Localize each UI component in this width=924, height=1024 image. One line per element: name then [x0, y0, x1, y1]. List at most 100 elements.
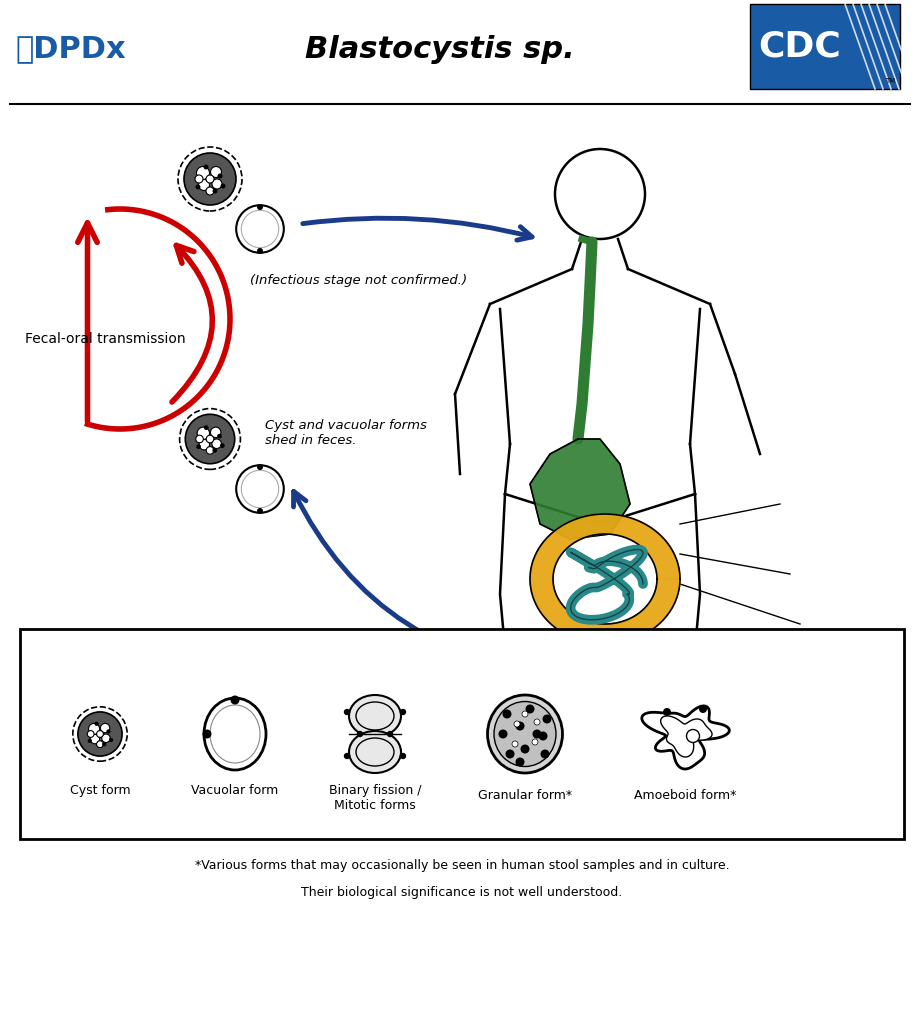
Ellipse shape — [349, 731, 401, 773]
Circle shape — [344, 709, 350, 715]
Circle shape — [202, 729, 212, 738]
Text: Blastocystis sp.: Blastocystis sp. — [305, 35, 575, 63]
Circle shape — [400, 709, 407, 715]
Circle shape — [211, 167, 222, 177]
Ellipse shape — [488, 695, 563, 773]
Circle shape — [241, 210, 279, 248]
Circle shape — [206, 446, 213, 455]
Circle shape — [532, 739, 538, 745]
Text: Fecal-oral transmission: Fecal-oral transmission — [25, 332, 186, 346]
Circle shape — [196, 184, 201, 189]
Circle shape — [687, 729, 699, 742]
Circle shape — [106, 729, 111, 733]
Circle shape — [197, 167, 210, 179]
Ellipse shape — [349, 695, 401, 737]
Circle shape — [212, 179, 222, 189]
Circle shape — [237, 205, 284, 253]
Circle shape — [257, 464, 263, 470]
Circle shape — [101, 723, 110, 733]
Text: TM: TM — [885, 78, 895, 84]
Circle shape — [196, 435, 203, 442]
Circle shape — [221, 183, 225, 188]
Circle shape — [102, 734, 110, 742]
Circle shape — [505, 750, 515, 759]
Ellipse shape — [494, 701, 556, 767]
Circle shape — [213, 188, 217, 194]
Circle shape — [109, 738, 113, 742]
Circle shape — [357, 731, 363, 737]
Circle shape — [206, 187, 214, 195]
Circle shape — [88, 738, 91, 743]
Circle shape — [199, 179, 210, 190]
Ellipse shape — [204, 698, 266, 770]
Circle shape — [532, 729, 541, 738]
Circle shape — [211, 427, 221, 437]
FancyBboxPatch shape — [20, 629, 904, 839]
Circle shape — [184, 153, 236, 205]
Circle shape — [206, 175, 214, 183]
Circle shape — [213, 449, 217, 453]
Circle shape — [103, 742, 106, 746]
Circle shape — [237, 465, 284, 513]
Circle shape — [257, 248, 263, 254]
Circle shape — [516, 758, 525, 767]
Text: Vacuolar form: Vacuolar form — [191, 784, 279, 797]
Text: Granular form*: Granular form* — [478, 790, 572, 802]
Circle shape — [91, 734, 100, 743]
Circle shape — [97, 740, 103, 748]
Text: *Various forms that may occasionally be seen in human stool samples and in cultu: *Various forms that may occasionally be … — [195, 859, 729, 872]
FancyBboxPatch shape — [750, 4, 900, 89]
Circle shape — [663, 708, 671, 716]
Polygon shape — [661, 716, 712, 757]
Circle shape — [534, 719, 540, 725]
Polygon shape — [642, 706, 729, 769]
Circle shape — [206, 435, 213, 442]
Circle shape — [217, 173, 223, 178]
Circle shape — [499, 729, 507, 738]
Circle shape — [212, 439, 222, 449]
Circle shape — [526, 705, 534, 714]
Circle shape — [241, 470, 279, 508]
Circle shape — [89, 723, 100, 734]
Circle shape — [203, 165, 209, 170]
Circle shape — [520, 744, 529, 754]
Circle shape — [220, 443, 225, 449]
Text: Cyst form: Cyst form — [69, 784, 130, 797]
Text: CDC: CDC — [759, 30, 842, 63]
Circle shape — [186, 415, 235, 464]
Circle shape — [257, 508, 263, 514]
Ellipse shape — [210, 705, 260, 763]
Circle shape — [699, 705, 707, 713]
Circle shape — [87, 730, 94, 737]
Circle shape — [542, 715, 552, 724]
Circle shape — [196, 444, 201, 449]
Text: (Infectious stage not confirmed.): (Infectious stage not confirmed.) — [250, 274, 468, 287]
Circle shape — [199, 439, 210, 450]
Circle shape — [514, 721, 520, 727]
Polygon shape — [530, 514, 680, 644]
Circle shape — [400, 753, 407, 759]
Text: Cyst and vacuolar forms
shed in feces.: Cyst and vacuolar forms shed in feces. — [265, 419, 427, 447]
Circle shape — [78, 712, 122, 756]
Circle shape — [539, 731, 548, 740]
Circle shape — [344, 753, 350, 759]
Circle shape — [230, 695, 239, 705]
Circle shape — [217, 434, 222, 438]
Circle shape — [512, 741, 518, 746]
Circle shape — [541, 750, 550, 759]
Text: Binary fission /
Mitotic forms: Binary fission / Mitotic forms — [329, 784, 421, 812]
Circle shape — [197, 427, 210, 439]
Polygon shape — [530, 439, 630, 539]
Circle shape — [204, 425, 209, 430]
Text: Their biological significance is not well understood.: Their biological significance is not wel… — [301, 886, 623, 899]
Circle shape — [516, 722, 525, 730]
Circle shape — [257, 204, 263, 210]
Circle shape — [94, 722, 99, 726]
Circle shape — [503, 710, 512, 719]
Circle shape — [97, 730, 103, 737]
Text: ⓘDPDx: ⓘDPDx — [15, 35, 126, 63]
Circle shape — [387, 731, 394, 737]
Text: Amoeboid form*: Amoeboid form* — [634, 790, 736, 802]
Circle shape — [195, 175, 203, 183]
Circle shape — [522, 711, 528, 717]
